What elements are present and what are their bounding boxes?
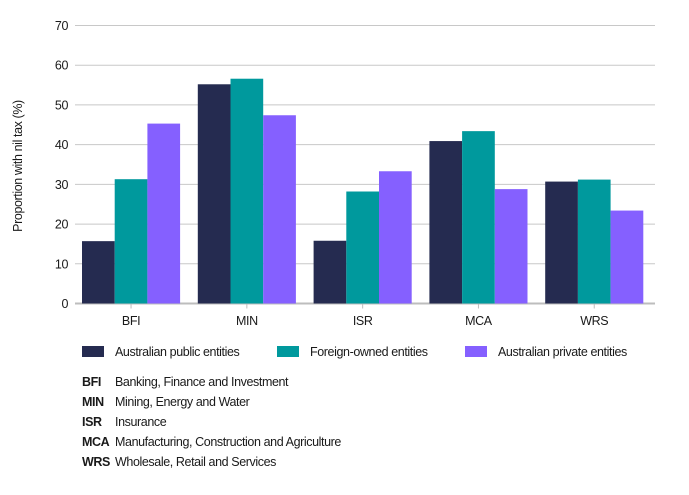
bar-bfi-1 [82, 241, 115, 304]
x-tick-label: MCA [465, 314, 493, 328]
legend-label: Foreign-owned entities [310, 345, 428, 359]
y-tick-label: 50 [55, 98, 69, 112]
x-tick-label: ISR [353, 314, 373, 328]
x-axis-ticks: BFI MIN ISR MCA WRS [122, 303, 609, 328]
legend: Australian public entities Foreign-owned … [82, 345, 627, 359]
legend-swatch [465, 346, 487, 357]
y-tick-label: 20 [55, 218, 69, 232]
bar-isr-2 [346, 191, 379, 304]
y-tick-label: 10 [55, 257, 69, 271]
y-tick-label: 40 [55, 138, 69, 152]
bar-wrs-2 [577, 179, 611, 304]
bar-isr-3 [379, 171, 412, 304]
bar-bfi-2 [114, 179, 148, 304]
bar-mca-1 [429, 141, 463, 304]
bar-wrs-1 [545, 181, 578, 304]
legend-label: Australian public entities [115, 345, 240, 359]
y-axis-ticks: 0 10 20 30 40 50 60 70 [55, 19, 69, 311]
abbreviation-code: MCA [82, 435, 110, 449]
legend-swatch [82, 346, 104, 357]
bar-min-1 [197, 84, 231, 304]
bar-min-2 [230, 78, 264, 304]
bar-min-3 [263, 115, 296, 304]
x-tick-label: WRS [580, 314, 608, 328]
bars [82, 78, 644, 304]
x-tick-label: BFI [122, 314, 140, 328]
x-tick-label: MIN [236, 314, 258, 328]
y-axis-label: Proportion with nil tax (%) [11, 100, 25, 232]
bar-wrs-3 [610, 210, 644, 304]
abbreviation-key: BFI Banking, Finance and Investment MIN Min… [82, 375, 342, 469]
y-tick-label: 30 [55, 178, 69, 192]
legend-swatch [277, 346, 299, 357]
abbreviation-label: Wholesale, Retail and Services [115, 455, 276, 469]
bar-isr-1 [313, 240, 347, 304]
abbreviation-label: Banking, Finance and Investment [115, 375, 289, 389]
abbreviation-label: Mining, Energy and Water [115, 395, 250, 409]
bar-mca-2 [462, 131, 495, 304]
bar-bfi-3 [147, 123, 181, 304]
abbreviation-label: Insurance [115, 415, 167, 429]
abbreviation-code: BFI [82, 375, 101, 389]
abbreviation-code: MIN [82, 395, 104, 409]
bar-mca-3 [494, 189, 528, 304]
y-tick-label: 60 [55, 59, 69, 73]
abbreviation-code: WRS [82, 455, 110, 469]
legend-label: Australian private entities [498, 345, 627, 359]
y-tick-label: 0 [61, 297, 68, 311]
y-tick-label: 70 [55, 19, 69, 33]
abbreviation-code: ISR [82, 415, 102, 429]
abbreviation-label: Manufacturing, Construction and Agricult… [115, 435, 341, 449]
